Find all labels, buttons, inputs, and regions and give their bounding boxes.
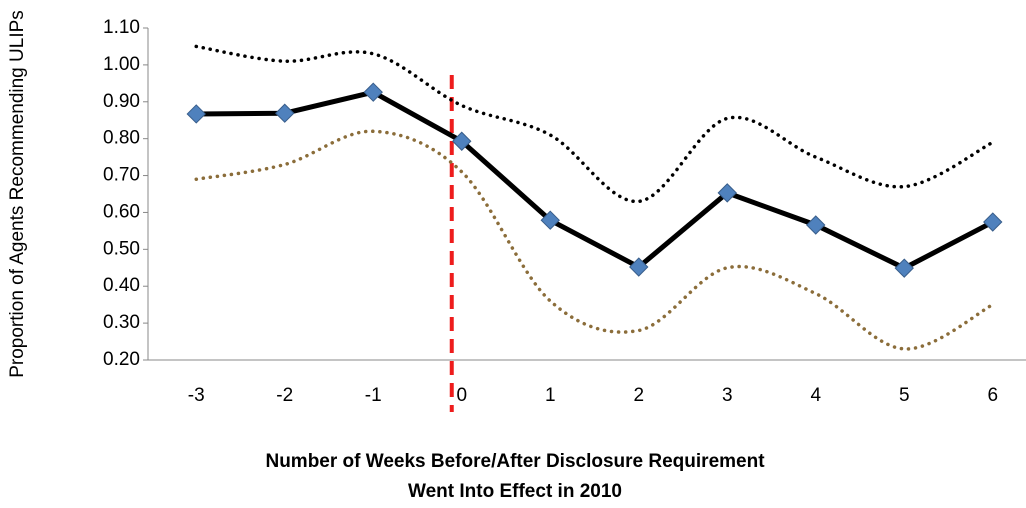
marker [452,131,472,151]
y-tick-label: 1.00 [103,54,140,75]
marker [894,258,914,278]
x-tick-label: 3 [722,385,733,406]
marker [983,212,1003,232]
x-tick-label: -3 [188,385,205,406]
marker [717,183,737,203]
marker [363,82,383,102]
y-tick-label: 0.30 [103,312,140,333]
series-line [194,129,995,351]
y-tick-label: 0.90 [103,91,140,112]
x-tick-label: 2 [633,385,644,406]
x-axis-label: Went Into Effect in 2010 [408,481,622,502]
marker [275,103,295,123]
x-axis-label: Number of Weeks Before/After Disclosure … [265,451,765,472]
series-line [193,89,996,271]
marker [540,210,560,230]
x-tick-label: 0 [456,385,467,406]
y-tick-label: 0.20 [103,349,140,370]
marker [806,215,826,235]
x-tick-label: -1 [365,385,382,406]
y-tick-label: 1.10 [103,17,140,38]
y-tick-label: 0.40 [103,275,140,296]
x-tick-label: 5 [899,385,910,406]
y-tick-label: 0.80 [103,128,140,149]
y-tick-label: 0.60 [103,201,140,222]
marker [629,257,649,277]
y-tick-label: 0.70 [103,165,140,186]
series-line [194,44,995,204]
x-tick-label: 1 [545,385,556,406]
x-tick-label: -2 [276,385,293,406]
x-tick-label: 4 [810,385,821,406]
y-tick-label: 0.50 [103,238,140,259]
x-tick-label: 6 [987,385,998,406]
marker [186,104,206,124]
y-axis-label: Proportion of Agents Recommending ULIPs [7,10,28,378]
